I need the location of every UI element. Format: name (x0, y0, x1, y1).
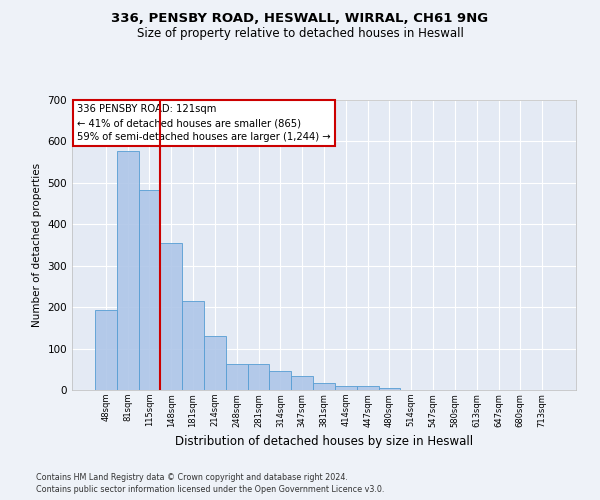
X-axis label: Distribution of detached houses by size in Heswall: Distribution of detached houses by size … (175, 435, 473, 448)
Bar (160, 243, 182, 390)
Bar (357, 386, 379, 390)
Bar (139, 190, 160, 390)
Bar (204, 336, 226, 390)
Bar (182, 301, 204, 390)
Y-axis label: Number of detached properties: Number of detached properties (32, 163, 42, 327)
Bar (117, 151, 139, 390)
Bar (95, 310, 117, 390)
Text: Size of property relative to detached houses in Heswall: Size of property relative to detached ho… (137, 28, 463, 40)
Bar (379, 388, 400, 390)
Text: Contains HM Land Registry data © Crown copyright and database right 2024.: Contains HM Land Registry data © Crown c… (36, 472, 348, 482)
Bar (226, 364, 248, 390)
Bar (291, 376, 313, 390)
Text: 336 PENSBY ROAD: 121sqm
← 41% of detached houses are smaller (865)
59% of semi-d: 336 PENSBY ROAD: 121sqm ← 41% of detache… (77, 104, 331, 142)
Text: 336, PENSBY ROAD, HESWALL, WIRRAL, CH61 9NG: 336, PENSBY ROAD, HESWALL, WIRRAL, CH61 … (112, 12, 488, 26)
Bar (313, 382, 335, 390)
Text: Contains public sector information licensed under the Open Government Licence v3: Contains public sector information licen… (36, 485, 385, 494)
Bar (269, 372, 291, 390)
Bar (248, 364, 269, 390)
Bar (335, 386, 357, 390)
